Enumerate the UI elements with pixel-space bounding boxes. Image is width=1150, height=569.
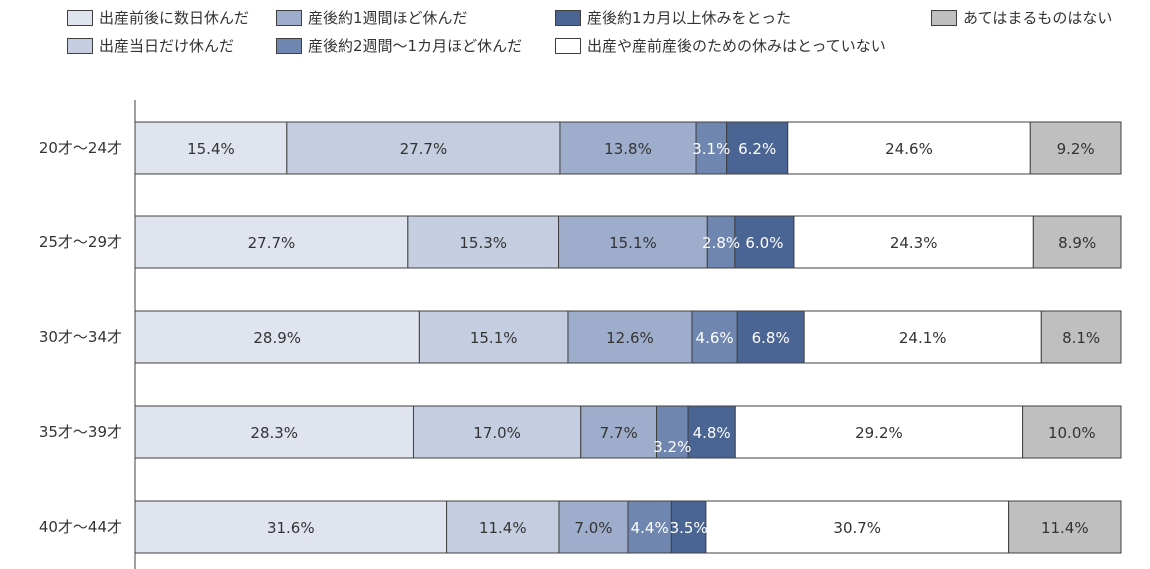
data-label: 10.0%: [1048, 424, 1096, 442]
category-label: 30才〜34才: [39, 328, 122, 346]
bar-segment: [286, 121, 561, 175]
data-label: 8.1%: [1062, 329, 1100, 347]
bar-segment: [706, 215, 736, 269]
bar-segment: [418, 310, 569, 364]
bar-segment: [627, 500, 672, 554]
legend-label: あてはまるものはない: [963, 9, 1113, 27]
data-label: 4.4%: [631, 519, 669, 537]
bar-segment: [580, 405, 658, 459]
legend-item: 産後約1カ月以上休みをとった: [555, 7, 791, 28]
data-label: 13.8%: [604, 140, 652, 158]
data-label: 28.9%: [253, 329, 301, 347]
data-label: 24.6%: [885, 140, 933, 158]
data-label: 4.8%: [693, 424, 731, 442]
legend-label: 出産当日だけ休んだ: [99, 37, 235, 55]
data-label: 2.8%: [702, 234, 740, 252]
legend-item: 産後約2週間〜1カ月ほど休んだ: [276, 35, 522, 56]
data-label: 31.6%: [267, 519, 315, 537]
data-label: 3.2%: [653, 438, 691, 456]
data-label: 28.3%: [250, 424, 298, 442]
category-label: 25才〜29才: [39, 233, 122, 251]
bar-segment: [705, 500, 1010, 554]
data-label: 24.3%: [890, 234, 938, 252]
bar-segment: [793, 215, 1034, 269]
legend: 出産前後に数日休んだ 出産当日だけ休んだ 産後約1週間ほど休んだ産後約2週間〜1カ月…: [0, 0, 1150, 70]
bar-segment: [1008, 500, 1122, 554]
legend-label: 出産や産前産後のための休みはとっていない: [587, 37, 886, 55]
bar-segment: [412, 405, 582, 459]
bar-segment: [559, 121, 697, 175]
data-label: 3.5%: [670, 519, 708, 537]
data-label: 7.7%: [600, 424, 638, 442]
bar-segment: [134, 121, 288, 175]
legend-item: 産後約1週間ほど休んだ: [276, 7, 468, 28]
data-label: 29.2%: [855, 424, 903, 442]
legend-swatch: [67, 9, 93, 26]
bar-segment: [407, 215, 560, 269]
bar-segment: [446, 500, 560, 554]
legend-swatch: [67, 37, 93, 54]
category-label: 20才〜24才: [39, 139, 122, 157]
legend-label: 産後約1カ月以上休みをとった: [587, 9, 792, 27]
bar-segment: [687, 405, 736, 459]
legend-label: 産後約2週間〜1カ月ほど休んだ: [308, 37, 523, 55]
bar-segment: [134, 310, 420, 364]
bar-segment: [1040, 310, 1122, 364]
data-label: 12.6%: [606, 329, 654, 347]
data-label: 6.2%: [738, 140, 776, 158]
legend-swatch: [555, 37, 581, 54]
data-label: 30.7%: [833, 519, 881, 537]
category-label: 40才〜44才: [39, 518, 122, 536]
legend-item: 出産前後に数日休んだ: [67, 7, 249, 28]
data-label: 6.8%: [752, 329, 790, 347]
legend-item: あてはまるものはない: [931, 7, 1112, 28]
bar-segment: [736, 310, 805, 364]
data-label: 8.9%: [1058, 234, 1096, 252]
bar-segment: [691, 310, 738, 364]
bar-segment: [558, 215, 708, 269]
bar-segment: [734, 405, 1024, 459]
legend-swatch: [931, 9, 957, 26]
bar-segment: [1022, 405, 1122, 459]
data-label: 15.1%: [470, 329, 518, 347]
bar-segment: [134, 215, 409, 269]
legend-swatch: [276, 9, 302, 26]
bar-segment: [670, 500, 707, 554]
bar-segment: [134, 500, 448, 554]
bar-segment: [803, 310, 1042, 364]
data-label: 27.7%: [248, 234, 296, 252]
data-label: 6.0%: [745, 234, 783, 252]
bar-segment: [558, 500, 629, 554]
bar-segment: [567, 310, 693, 364]
data-label: 15.3%: [459, 234, 507, 252]
bar-segment: [787, 121, 1031, 175]
data-label: 9.2%: [1057, 140, 1095, 158]
category-label: 35才〜39才: [39, 423, 122, 441]
data-label: 11.4%: [1041, 519, 1089, 537]
data-label: 7.0%: [574, 519, 612, 537]
legend-label: 出産前後に数日休んだ: [99, 9, 250, 27]
data-label: 4.6%: [696, 329, 734, 347]
legend-swatch: [276, 37, 302, 54]
data-label: 27.7%: [400, 140, 448, 158]
legend-label: 産後約1週間ほど休んだ: [308, 9, 468, 27]
data-label: 15.1%: [609, 234, 657, 252]
legend-swatch: [555, 9, 581, 26]
legend-item: 出産や産前産後のための休みはとっていない: [555, 35, 886, 56]
legend-item: 出産当日だけ休んだ: [67, 35, 234, 56]
bar-segment: [1029, 121, 1122, 175]
data-label: 15.4%: [187, 140, 235, 158]
data-label: 3.1%: [692, 140, 730, 158]
data-label: 11.4%: [479, 519, 527, 537]
bar-segment: [134, 405, 414, 459]
bar-segment: [1032, 215, 1122, 269]
data-label: 17.0%: [473, 424, 521, 442]
data-label: 24.1%: [899, 329, 947, 347]
